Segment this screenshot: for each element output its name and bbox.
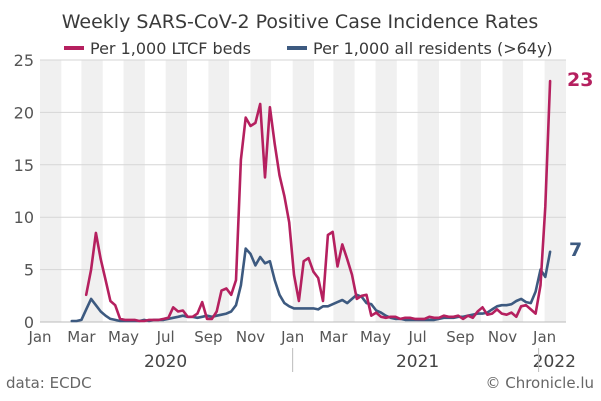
x-tick-label: May: [360, 328, 391, 346]
x-tick-label: Mar: [319, 328, 348, 346]
month-band: [165, 60, 188, 322]
month-band: [102, 60, 124, 322]
month-band: [187, 60, 209, 322]
legend-label-residents: Per 1,000 all residents (>64y): [313, 39, 553, 58]
series-line: [84, 79, 552, 323]
y-tick-label: 10: [14, 208, 34, 227]
month-band: [333, 60, 355, 322]
y-axis-tick-labels: 0 5 10 15 20 25: [14, 51, 34, 332]
y-tick-label: 20: [14, 103, 34, 122]
month-band: [481, 60, 503, 322]
x-tick-label: Sep: [446, 328, 474, 346]
month-band: [460, 60, 482, 322]
x-tick-label: Nov: [488, 328, 517, 346]
month-band: [544, 60, 566, 322]
x-tick-label: Nov: [236, 328, 265, 346]
source-note: data: ECDC: [6, 374, 92, 392]
month-band: [438, 60, 461, 322]
month-band: [314, 60, 334, 322]
month-band: [61, 60, 82, 322]
end-label-ltcf: 23: [567, 69, 593, 91]
credit-note: © Chronicle.lu: [485, 374, 594, 392]
legend-label-ltcf: Per 1,000 LTCF beds: [90, 39, 251, 58]
year-label: 2021: [396, 352, 439, 372]
y-tick-label: 25: [14, 51, 34, 70]
legend: Per 1,000 LTCF beds Per 1,000 all reside…: [64, 39, 553, 58]
year-label: 2020: [144, 352, 187, 372]
x-tick-label: Sep: [194, 328, 222, 346]
y-tick-label: 0: [24, 313, 34, 332]
month-band: [123, 60, 145, 322]
x-tick-label: Jan: [280, 328, 304, 346]
month-band: [81, 60, 103, 322]
month-band: [417, 60, 439, 322]
year-label: 2022: [533, 352, 576, 372]
x-tick-label: Jul: [408, 328, 427, 346]
month-band: [40, 60, 62, 322]
month-band: [354, 60, 376, 322]
series-lines: [70, 79, 552, 323]
x-tick-label: Mar: [67, 328, 96, 346]
end-label-residents: 7: [569, 239, 582, 261]
month-band: [208, 60, 230, 322]
y-tick-label: 5: [24, 261, 34, 280]
x-axis-tick-labels: Jan Mar May Jul Sep Nov Jan Mar May Jul Sep Nov Jan: [27, 328, 556, 346]
month-band: [523, 60, 545, 322]
month-band: [144, 60, 166, 322]
month-bands: [40, 60, 566, 322]
x-tick-label: May: [108, 328, 139, 346]
x-tick-label: Jan: [532, 328, 556, 346]
month-band: [502, 60, 524, 322]
month-band: [292, 60, 315, 322]
month-band: [396, 60, 418, 322]
month-band: [250, 60, 272, 322]
y-tick-label: 15: [14, 156, 34, 175]
chart-title: Weekly SARS-CoV-2 Positive Case Incidenc…: [62, 11, 539, 33]
year-labels: 2020 2021 2022: [144, 348, 576, 372]
x-tick-label: Jan: [27, 328, 51, 346]
x-tick-label: Jul: [156, 328, 175, 346]
month-band: [375, 60, 397, 322]
